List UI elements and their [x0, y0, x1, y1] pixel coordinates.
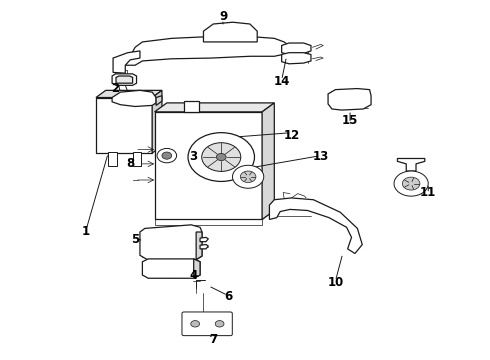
- Polygon shape: [328, 89, 371, 110]
- Text: 12: 12: [283, 129, 299, 142]
- Circle shape: [217, 153, 226, 161]
- Text: 15: 15: [342, 114, 358, 127]
- Text: 10: 10: [327, 276, 343, 289]
- Polygon shape: [116, 76, 133, 83]
- Bar: [108, 152, 117, 166]
- Circle shape: [402, 177, 420, 190]
- Polygon shape: [156, 96, 162, 105]
- Polygon shape: [152, 90, 162, 153]
- Text: 6: 6: [224, 290, 232, 303]
- Circle shape: [188, 133, 254, 181]
- Polygon shape: [282, 53, 311, 64]
- Circle shape: [215, 320, 224, 327]
- Polygon shape: [270, 198, 362, 253]
- Circle shape: [394, 171, 428, 196]
- Circle shape: [191, 320, 199, 327]
- Polygon shape: [155, 103, 274, 112]
- Circle shape: [240, 171, 256, 183]
- Polygon shape: [140, 225, 202, 260]
- Text: 9: 9: [219, 10, 227, 23]
- Polygon shape: [397, 158, 425, 171]
- Bar: [133, 152, 142, 166]
- Text: 13: 13: [313, 150, 329, 163]
- Circle shape: [232, 165, 264, 188]
- FancyBboxPatch shape: [182, 312, 232, 336]
- Polygon shape: [113, 51, 140, 73]
- Polygon shape: [194, 259, 200, 278]
- Polygon shape: [196, 232, 202, 260]
- Circle shape: [202, 143, 241, 171]
- Circle shape: [157, 148, 176, 163]
- Circle shape: [162, 152, 172, 159]
- Polygon shape: [184, 101, 198, 112]
- Text: 5: 5: [131, 233, 139, 246]
- Polygon shape: [262, 103, 274, 220]
- Bar: [155, 112, 262, 220]
- Polygon shape: [200, 244, 208, 249]
- Polygon shape: [143, 259, 200, 278]
- Polygon shape: [125, 37, 292, 65]
- Polygon shape: [203, 22, 257, 42]
- Bar: [96, 98, 152, 153]
- Polygon shape: [112, 74, 137, 85]
- Polygon shape: [200, 237, 208, 242]
- Text: 11: 11: [420, 186, 437, 199]
- Text: 14: 14: [273, 75, 290, 88]
- Text: 2: 2: [111, 82, 120, 95]
- Text: 8: 8: [126, 157, 134, 170]
- Polygon shape: [282, 43, 311, 54]
- Text: 4: 4: [190, 269, 198, 282]
- Polygon shape: [96, 90, 162, 98]
- Text: 1: 1: [82, 225, 90, 238]
- Text: 7: 7: [209, 333, 217, 346]
- Polygon shape: [112, 90, 156, 107]
- Text: 3: 3: [190, 150, 198, 163]
